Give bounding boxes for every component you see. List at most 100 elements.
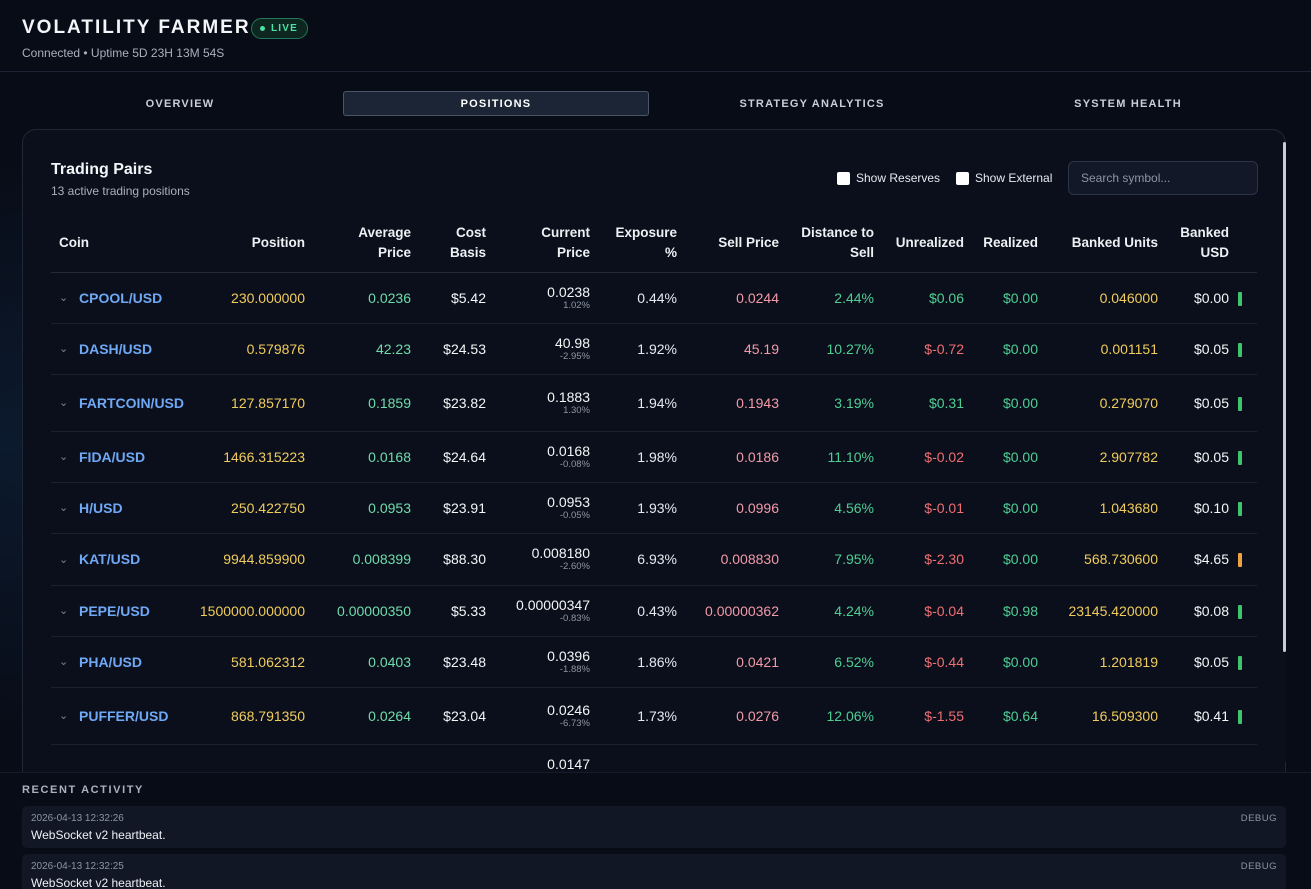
current-price-change: 1.30% [563, 404, 590, 416]
table-row[interactable]: ⌄ PUFFER/USD 868.791350 0.0264 $23.04 0.0246-… [51, 687, 1257, 745]
col-header-current-price[interactable]: Current Price [492, 214, 596, 273]
tab-system-health[interactable]: SYSTEM HEALTH [1074, 97, 1182, 110]
distance-to-sell-cell: 4.24% [785, 585, 880, 637]
distance-to-sell-cell: 7.95% [785, 533, 880, 586]
col-header-distance-to-sell[interactable]: Distance to Sell [785, 214, 880, 273]
banked-units-cell: 2.907782 [1044, 431, 1164, 483]
banked-usd-cell: $0.41 [1164, 687, 1235, 745]
chevron-down-icon[interactable]: ⌄ [59, 553, 69, 566]
tab-positions[interactable]: POSITIONS [343, 91, 649, 116]
col-header-average-price[interactable]: Average Price [311, 214, 417, 273]
coin-cell[interactable]: ⌄ H/USD [51, 482, 176, 534]
exposure-cell: 0.43% [596, 585, 683, 637]
coin-cell[interactable]: ⌄ CPOOL/USD [51, 272, 176, 324]
banked-usd-cell: $0.05 [1164, 431, 1235, 483]
col-header-banked-units[interactable]: Banked Units [1044, 214, 1164, 273]
status-indicator-bar [1238, 396, 1242, 411]
table-row[interactable]: ⌄ PHA/USD 581.062312 0.0403 $23.48 0.0396 -1.8… [51, 636, 1257, 688]
table-row[interactable]: ⌄ FARTCOIN/USD 127.857170 0.1859 $23.82 0.188… [51, 374, 1257, 432]
show-reserves-label: Show Reserves [856, 171, 941, 185]
average-price-cell: 0.00000350 [311, 585, 417, 637]
coin-link[interactable]: FARTCOIN/USD [79, 394, 184, 411]
log-timestamp: 2026-04-13 12:32:25 [31, 861, 124, 872]
current-price-value: 0.0147 [547, 756, 590, 772]
show-reserves-toggle[interactable]: Show Reserves [837, 171, 940, 185]
col-header-label: Exposure % [615, 224, 677, 260]
distance-to-sell-cell: 12.06% [785, 687, 880, 745]
tab-strategy-analytics[interactable]: STRATEGY ANALYTICS [739, 97, 885, 110]
col-header-position[interactable]: Position [176, 214, 311, 273]
col-header-label: Average Price [358, 224, 411, 260]
table-row[interactable]: ⌄ PEPE/USD 1500000.000000 0.00000350 $5.33 0.… [51, 585, 1257, 637]
table-row[interactable]: ⌄ FIDA/USD 1466.315223 0.0168 $24.64 0.0168 -0… [51, 431, 1257, 483]
coin-cell[interactable]: ⌄ FIDA/USD [51, 431, 176, 483]
exposure-cell: 1.92% [596, 323, 683, 375]
current-price-change: -0.05% [559, 509, 590, 521]
realized-cell: $0.00 [970, 431, 1044, 483]
chevron-down-icon[interactable]: ⌄ [59, 397, 69, 409]
table-row[interactable]: ⌄ H/USD 250.422750 0.0953 $23.91 0.0953 -0.05%… [51, 482, 1257, 534]
table-row[interactable]: ⌄ DASH/USD 0.579876 42.23 $24.53 40.98 -2.95% 1… [51, 323, 1257, 375]
realized-cell: $0.00 [970, 482, 1044, 534]
coin-cell[interactable]: ⌄ FARTCOIN/USD [51, 374, 184, 432]
chevron-down-icon[interactable]: ⌄ [59, 605, 69, 617]
col-header-label: Banked USD [1180, 224, 1229, 260]
chevron-down-icon[interactable]: ⌄ [59, 502, 69, 514]
banked-usd-cell: $0.05 [1164, 636, 1235, 688]
chevron-down-icon[interactable]: ⌄ [59, 656, 69, 668]
chevron-down-icon[interactable]: ⌄ [59, 292, 69, 304]
coin-cell[interactable]: ⌄ KAT/USD [51, 533, 176, 586]
coin-link[interactable]: FIDA/USD [79, 448, 146, 465]
coin-link[interactable]: KAT/USD [79, 551, 141, 567]
coin-link[interactable]: PUFFER/USD [79, 707, 169, 724]
col-header-exposure[interactable]: Exposure % [596, 214, 683, 273]
table-row[interactable]: ⌄ CPOOL/USD 230.000000 0.0236 $5.42 0.0238 1.0… [51, 272, 1257, 324]
col-header-realized[interactable]: Realized [970, 214, 1044, 273]
show-reserves-checkbox[interactable] [837, 171, 850, 185]
chevron-down-icon[interactable]: ⌄ [59, 451, 69, 463]
average-price-cell: 0.1859 [311, 374, 417, 432]
coin-cell[interactable]: ⌄ PEPE/USD [51, 585, 176, 637]
tab-overview[interactable]: OVERVIEW [145, 97, 215, 110]
banked-units-cell: 0.001151 [1044, 323, 1164, 375]
col-header-sell-price[interactable]: Sell Price [683, 214, 785, 273]
realized-cell: $0.98 [970, 585, 1044, 637]
chevron-down-icon[interactable]: ⌄ [59, 710, 69, 722]
coin-link[interactable]: PEPE/USD [79, 602, 150, 619]
unrealized-cell: $-2.30 [880, 533, 970, 586]
realized-cell: $0.00 [970, 374, 1044, 432]
log-level-badge: DEBUG [1240, 813, 1277, 824]
col-header-cost-basis[interactable]: Cost Basis [417, 214, 492, 273]
status-indicator-bar [1238, 709, 1242, 724]
show-external-checkbox[interactable] [956, 171, 969, 185]
tab-bar: OVERVIEW POSITIONS STRATEGY ANALYTICS SYSTE… [22, 91, 1286, 116]
search-input[interactable] [1068, 161, 1258, 195]
status-indicator-bar [1238, 342, 1242, 357]
status-cell [1235, 374, 1257, 432]
col-header-unrealized[interactable]: Unrealized [880, 214, 970, 273]
chevron-down-icon[interactable]: ⌄ [59, 343, 69, 355]
coin-cell[interactable]: ⌄ PUFFER/USD [51, 687, 176, 745]
current-price-cell: 0.00000347 -0.83% [492, 585, 596, 637]
positions-table-container: Coin Position Average Price Cost Basis C… [51, 214, 1257, 788]
cost-basis-cell: $5.42 [417, 272, 492, 324]
coin-cell[interactable]: ⌄ DASH/USD [51, 323, 176, 375]
coin-link[interactable]: CPOOL/USD [79, 289, 163, 306]
status-cell [1235, 687, 1257, 745]
distance-to-sell-cell: 11.10% [785, 431, 880, 483]
sell-price-cell: 0.0276 [683, 687, 785, 745]
panel-scrollbar-thumb[interactable] [1283, 142, 1286, 652]
exposure-cell: 6.93% [596, 533, 683, 586]
col-header-banked-usd[interactable]: Banked USD [1164, 214, 1235, 273]
table-row[interactable]: ⌄ KAT/USD 9944.859900 0.008399 $88.30 0.00818… [51, 533, 1257, 586]
col-header-coin[interactable]: Coin [51, 214, 176, 273]
current-price-change: -6.73% [559, 717, 590, 729]
show-external-toggle[interactable]: Show External [956, 171, 1052, 185]
average-price-cell: 0.0236 [311, 272, 417, 324]
coin-link[interactable]: PHA/USD [79, 653, 143, 670]
current-price-change: -1.88% [559, 663, 590, 675]
coin-link[interactable]: H/USD [79, 499, 123, 516]
coin-cell[interactable]: ⌄ PHA/USD [51, 636, 176, 688]
current-price-cell: 0.0396 -1.88% [492, 636, 596, 688]
coin-link[interactable]: DASH/USD [79, 340, 153, 357]
